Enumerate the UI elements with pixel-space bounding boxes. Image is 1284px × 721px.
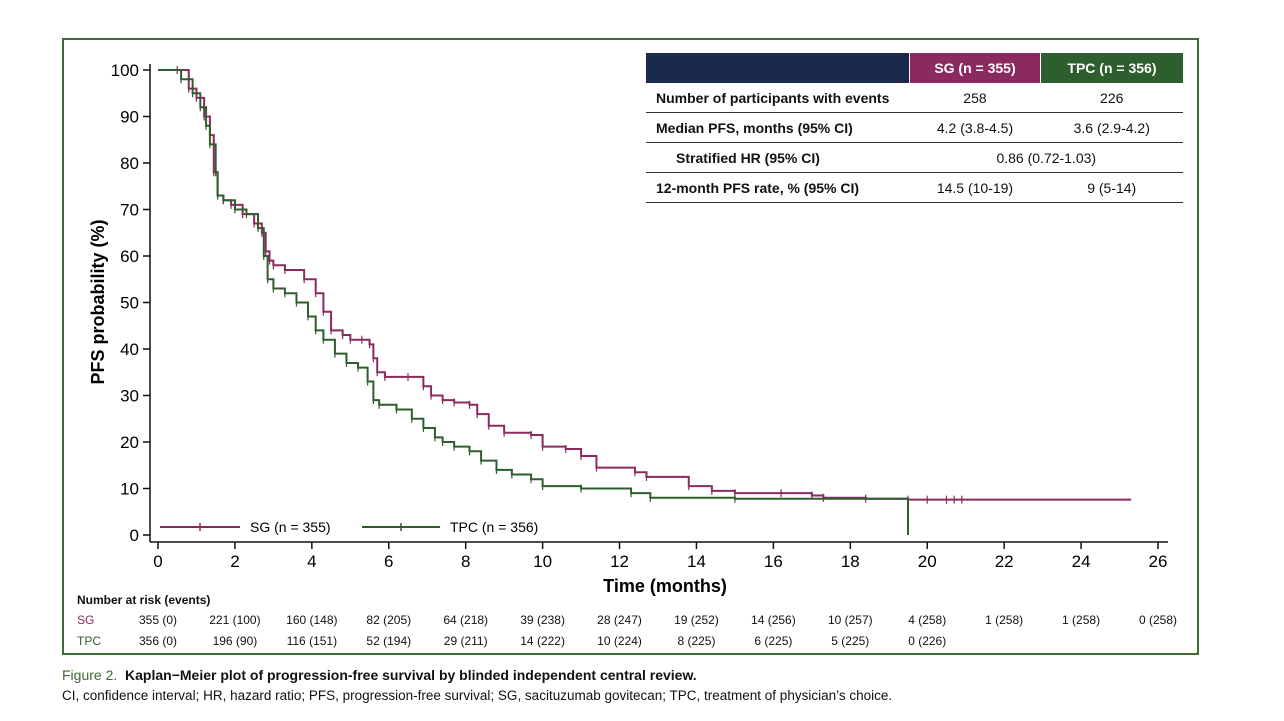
x-tick-label: 26 xyxy=(1149,552,1168,571)
y-tick-label: 40 xyxy=(120,340,139,359)
row-value-sg: 14.5 (10-19) xyxy=(909,172,1041,203)
y-tick-label: 0 xyxy=(130,526,139,545)
x-axis-label: Time (months) xyxy=(603,576,727,596)
y-tick-label: 50 xyxy=(120,294,139,313)
table-row: Number of participants with events 258 2… xyxy=(646,83,1183,113)
y-tick-label: 20 xyxy=(120,433,139,452)
x-tick-label: 24 xyxy=(1072,552,1091,571)
risk-cell: 1 (258) xyxy=(1062,613,1101,627)
risk-cell: 355 (0) xyxy=(138,613,178,627)
x-tick-label: 2 xyxy=(230,552,239,571)
risk-cell: 10 (224) xyxy=(597,634,642,648)
table-row: Stratified HR (95% CI) 0.86 (0.72-1.03) xyxy=(646,142,1183,173)
row-label: Number of participants with events xyxy=(646,83,910,113)
x-tick-label: 22 xyxy=(995,552,1014,571)
x-tick-label: 14 xyxy=(687,552,706,571)
risk-cell: 4 (258) xyxy=(908,613,947,627)
risk-cell: 8 (225) xyxy=(677,634,716,648)
caption-label: Figure 2. xyxy=(62,667,118,683)
y-tick-label: 60 xyxy=(120,247,139,266)
figure-footnote: CI, confidence interval; HR, hazard rati… xyxy=(62,688,893,703)
risk-cell: 82 (205) xyxy=(366,613,412,627)
risk-cell: 52 (194) xyxy=(366,634,412,648)
y-tick-label: 30 xyxy=(120,387,139,406)
row-value-tpc: 226 xyxy=(1040,83,1183,113)
y-tick-label: 80 xyxy=(120,154,139,173)
risk-cell: 0 (226) xyxy=(908,634,947,648)
risk-cell: 29 (211) xyxy=(443,634,488,648)
risk-cell: 14 (222) xyxy=(520,634,565,648)
risk-cell: 14 (256) xyxy=(751,613,796,627)
risk-row-label-tpc: TPC xyxy=(77,634,101,648)
x-tick-label: 8 xyxy=(461,552,470,571)
y-tick-label: 10 xyxy=(120,480,139,499)
risk-table-title: Number at risk (events) xyxy=(77,593,211,607)
risk-cell: 10 (257) xyxy=(827,613,873,627)
caption-title: Kaplan−Meier plot of progression-free su… xyxy=(125,667,697,683)
row-label: 12-month PFS rate, % (95% CI) xyxy=(646,172,910,203)
figure-caption: Figure 2. Kaplan−Meier plot of progressi… xyxy=(62,667,697,683)
y-axis-label: PFS probability (%) xyxy=(88,219,108,384)
y-tick-label: 70 xyxy=(120,201,139,220)
risk-cell: 5 (225) xyxy=(831,634,870,648)
x-tick-label: 4 xyxy=(307,552,316,571)
table-header-sg: SG (n = 355) xyxy=(909,53,1041,83)
risk-cell: 28 (247) xyxy=(597,613,642,627)
risk-cell: 356 (0) xyxy=(138,634,178,648)
risk-cell: 160 (148) xyxy=(286,613,338,627)
figure-frame xyxy=(62,38,1199,655)
x-tick-label: 6 xyxy=(384,552,393,571)
row-value-tpc: 3.6 (2.9-4.2) xyxy=(1040,112,1183,143)
risk-cell: 0 (258) xyxy=(1138,613,1178,627)
legend-label-sg: SG (n = 355) xyxy=(250,519,331,535)
table-header-tpc: TPC (n = 356) xyxy=(1039,53,1183,83)
x-tick-label: 12 xyxy=(610,552,629,571)
risk-cell: 221 (100) xyxy=(209,613,261,627)
risk-cell: 116 (151) xyxy=(286,634,338,648)
table-header-blank xyxy=(646,53,910,83)
row-value-sg: 4.2 (3.8-4.5) xyxy=(909,112,1041,143)
risk-cell: 19 (252) xyxy=(674,613,719,627)
legend-label-tpc: TPC (n = 356) xyxy=(450,519,538,535)
risk-cell: 39 (238) xyxy=(520,613,565,627)
row-label: Stratified HR (95% CI) xyxy=(646,142,910,173)
x-tick-label: 18 xyxy=(841,552,860,571)
table-row: Median PFS, months (95% CI) 4.2 (3.8-4.5… xyxy=(646,112,1183,143)
risk-row-label-sg: SG xyxy=(77,613,95,627)
y-tick-label: 100 xyxy=(111,61,139,80)
risk-cell: 196 (90) xyxy=(212,634,258,648)
results-table: SG (n = 355) TPC (n = 356) Number of par… xyxy=(646,53,1183,203)
risk-cell: 1 (258) xyxy=(985,613,1024,627)
table-row: 12-month PFS rate, % (95% CI) 14.5 (10-1… xyxy=(646,172,1183,203)
y-tick-label: 90 xyxy=(120,108,139,127)
x-tick-label: 20 xyxy=(918,552,937,571)
risk-cell: 64 (218) xyxy=(443,613,489,627)
x-tick-label: 16 xyxy=(764,552,783,571)
row-label: Median PFS, months (95% CI) xyxy=(646,112,910,143)
row-value-combined: 0.86 (0.72-1.03) xyxy=(909,142,1183,173)
x-tick-label: 0 xyxy=(153,552,162,571)
row-value-sg: 258 xyxy=(909,83,1041,113)
x-tick-label: 10 xyxy=(533,552,552,571)
risk-cell: 6 (225) xyxy=(754,634,793,648)
row-value-tpc: 9 (5-14) xyxy=(1040,172,1183,203)
